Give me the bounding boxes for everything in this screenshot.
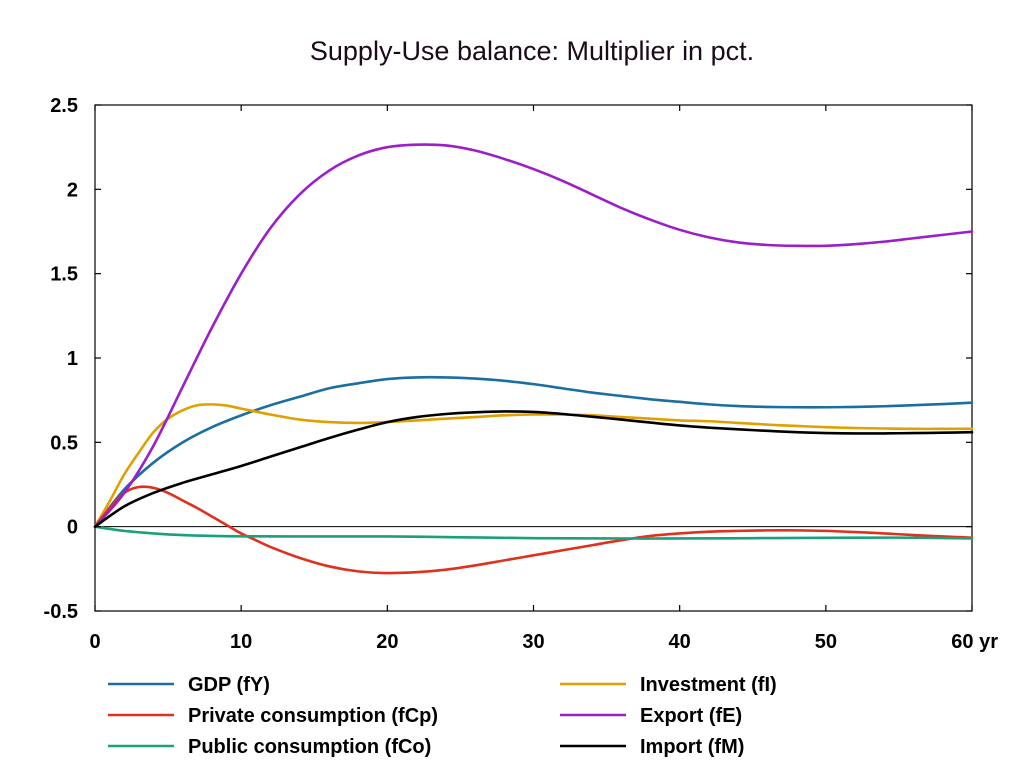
y-axis: -0.5 0 0.5 1 1.5 2 2.5	[44, 95, 972, 623]
legend-item-gdp-fy: GDP (fY)	[108, 674, 270, 696]
y-tick-label: 2.5	[50, 95, 78, 117]
legend-item-investment-fi: Investment (fI)	[560, 674, 777, 696]
y-tick-label: 0	[67, 517, 78, 539]
x-tick-label: 30	[522, 631, 544, 653]
x-tick-label: 60 yr	[951, 631, 998, 653]
x-axis: 0 10 20 30 40 50 60 yr	[89, 105, 998, 653]
series-line-gdp-fy	[93, 375, 974, 528]
series-line-investment-fi	[93, 403, 974, 528]
legend-label: Private consumption (fCp)	[188, 705, 438, 727]
chart-title: Supply-Use balance: Multiplier in pct.	[310, 36, 754, 66]
x-tick-label: 20	[376, 631, 398, 653]
legend-item-private-consumption-fcp: Private consumption (fCp)	[108, 705, 438, 727]
legend-item-import-fm: Import (fM)	[560, 736, 744, 758]
legend: GDP (fY) Investment (fI) Private consumpti…	[108, 674, 777, 758]
x-tick-label: 0	[89, 631, 100, 653]
legend-item-public-consumption-fco: Public consumption (fCo)	[108, 736, 431, 758]
series-line-import-fm	[93, 410, 974, 528]
x-tick-label: 50	[815, 631, 837, 653]
y-tick-label: -0.5	[44, 601, 78, 623]
legend-label: Import (fM)	[640, 736, 744, 758]
series-line-public-consumption-fco	[93, 525, 974, 540]
legend-label: Public consumption (fCo)	[188, 736, 431, 758]
legend-item-export-fe: Export (fE)	[560, 705, 742, 727]
y-tick-label: 2	[67, 179, 78, 201]
series-group	[93, 143, 974, 575]
y-tick-label: 1.5	[50, 264, 78, 286]
legend-label: Export (fE)	[640, 705, 742, 727]
x-tick-label: 10	[230, 631, 252, 653]
series-line-private-consumption-fcp	[93, 485, 974, 575]
legend-label: GDP (fY)	[188, 674, 270, 696]
y-tick-label: 1	[67, 348, 78, 370]
series-line-export-fe	[93, 143, 974, 528]
legend-label: Investment (fI)	[640, 674, 777, 696]
x-tick-label: 40	[669, 631, 691, 653]
y-tick-label: 0.5	[50, 432, 78, 454]
